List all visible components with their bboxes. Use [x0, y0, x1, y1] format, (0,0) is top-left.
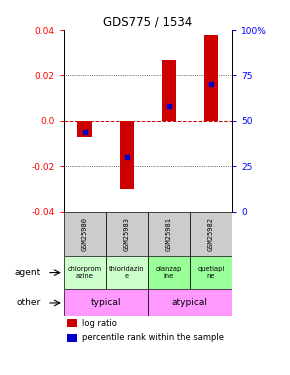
Text: GSM25983: GSM25983 [124, 217, 130, 250]
Text: olanzap
ine: olanzap ine [156, 266, 182, 279]
Text: typical: typical [90, 298, 121, 307]
Point [124, 154, 129, 160]
Bar [106, 211, 148, 256]
Point [209, 81, 213, 87]
Text: GSM25981: GSM25981 [166, 217, 172, 250]
Bar [106, 256, 148, 290]
Bar [148, 256, 190, 290]
Point [82, 129, 87, 135]
Text: quetiapi
ne: quetiapi ne [197, 266, 224, 279]
Bar [64, 211, 106, 256]
Title: GDS775 / 1534: GDS775 / 1534 [103, 16, 193, 29]
Point [166, 103, 171, 109]
Bar [162, 60, 176, 121]
Bar [64, 256, 106, 290]
Bar [77, 121, 92, 137]
Text: log ratio: log ratio [82, 319, 117, 328]
Bar [119, 121, 134, 189]
Text: GSM25982: GSM25982 [208, 217, 214, 250]
Text: other: other [17, 298, 41, 307]
Text: GSM25980: GSM25980 [82, 217, 88, 250]
Bar [190, 211, 232, 256]
Text: percentile rank within the sample: percentile rank within the sample [82, 333, 224, 342]
Bar [148, 211, 190, 256]
Text: chlorprom
azine: chlorprom azine [68, 266, 102, 279]
Bar [64, 290, 148, 316]
Text: thioridazin
e: thioridazin e [109, 266, 145, 279]
Bar [204, 34, 218, 121]
Bar [190, 256, 232, 290]
Bar [67, 319, 77, 327]
Bar [148, 290, 232, 316]
Text: agent: agent [14, 268, 41, 277]
Bar [67, 334, 77, 342]
Text: atypical: atypical [172, 298, 208, 307]
